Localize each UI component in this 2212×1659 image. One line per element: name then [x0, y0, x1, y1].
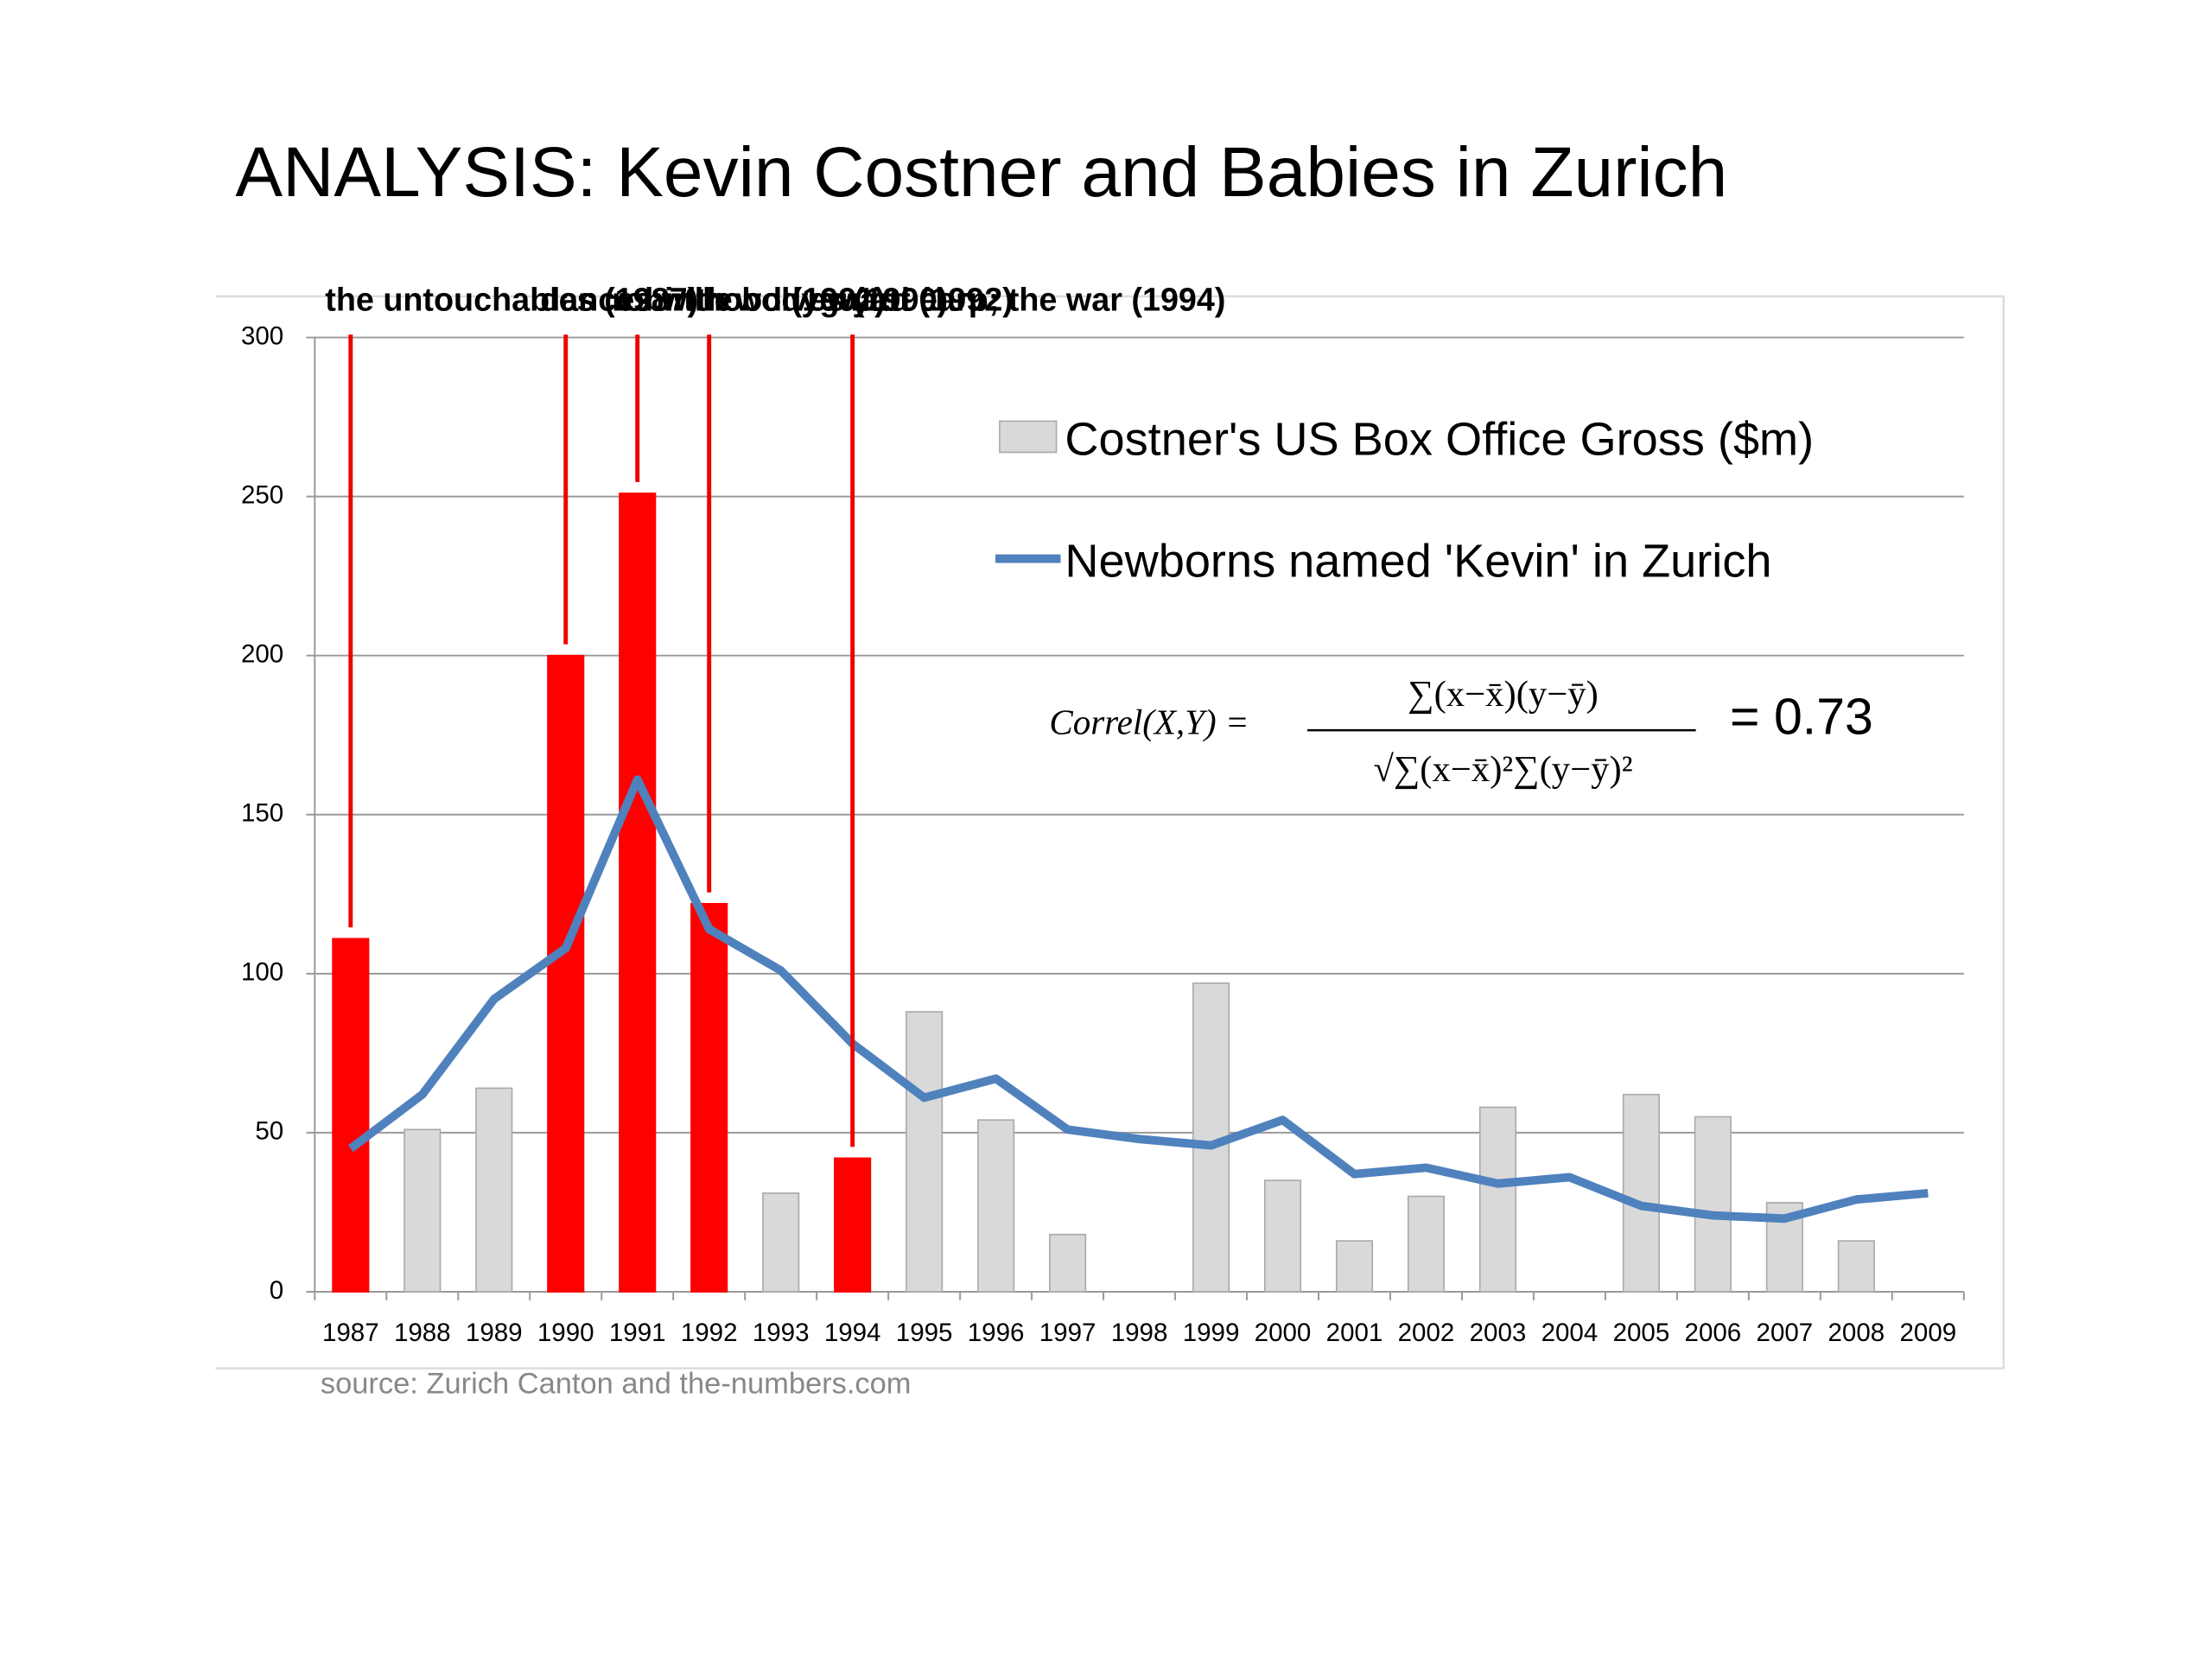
x-tick-label: 2009 — [1899, 1319, 1956, 1347]
bar — [1837, 1240, 1875, 1293]
bar — [977, 1119, 1015, 1293]
bar — [332, 938, 370, 1293]
correlation-result: = 0.73 — [1730, 688, 1873, 745]
x-tick-label: 2006 — [1685, 1319, 1742, 1347]
bar — [1478, 1106, 1517, 1293]
bar — [475, 1087, 513, 1293]
x-tick-label: 2005 — [1613, 1319, 1670, 1347]
x-tick-label: 1987 — [322, 1319, 379, 1347]
x-tick-label: 1996 — [968, 1319, 1025, 1347]
bar — [1335, 1240, 1374, 1293]
x-tick-label: 2007 — [1757, 1319, 1814, 1347]
source-note: source: Zurich Canton and the-numbers.co… — [321, 1367, 912, 1400]
legend-swatch — [999, 420, 1058, 454]
x-tick-label: 1994 — [824, 1319, 881, 1347]
bar — [762, 1192, 800, 1293]
x-tick-label: 1995 — [896, 1319, 953, 1347]
x-tick-label: 1991 — [609, 1319, 666, 1347]
x-tick-label: 1997 — [1039, 1319, 1096, 1347]
annotation-label: wyatt earp; the war (1994) — [826, 282, 1225, 318]
y-tick-label: 0 — [270, 1276, 283, 1305]
x-tick-label: 1990 — [537, 1319, 594, 1347]
line — [347, 775, 1929, 1224]
x-tick-label: 2001 — [1326, 1319, 1383, 1347]
annotation-label: robin hood (1991) — [612, 282, 886, 318]
bar — [1407, 1195, 1446, 1293]
x-tick-label: 2008 — [1828, 1319, 1885, 1347]
bar — [690, 903, 728, 1293]
x-tick-label: 2000 — [1255, 1319, 1312, 1347]
bar — [834, 1157, 872, 1293]
x-tick-label: 1992 — [681, 1319, 738, 1347]
y-tick-label: 50 — [255, 1117, 283, 1146]
y-tick-label: 250 — [241, 480, 283, 509]
bar — [404, 1128, 442, 1293]
bar — [1263, 1179, 1302, 1293]
y-tick-label: 300 — [241, 321, 283, 350]
x-tick-label: 1988 — [394, 1319, 451, 1347]
annotation-label: the untouchables (1987) — [325, 282, 698, 318]
x-tick-label: 1989 — [466, 1319, 523, 1347]
formula-lhs: Correl(X,Y) = — [1049, 702, 1249, 742]
annotation-label: dances with wolves (1990) — [540, 282, 948, 318]
y-tick-label: 200 — [241, 639, 283, 668]
bar — [1622, 1093, 1660, 1293]
formula-numerator: ∑(x−x̄)(y−ȳ) — [1408, 674, 1599, 715]
x-tick-label: 1993 — [753, 1319, 810, 1347]
x-tick-label: 1998 — [1111, 1319, 1168, 1347]
bar — [1694, 1116, 1732, 1293]
bar — [547, 654, 585, 1293]
y-tick-label: 100 — [241, 958, 283, 987]
x-tick-label: 2002 — [1398, 1319, 1455, 1347]
bar — [619, 493, 657, 1293]
formula-denominator: √∑(x−x̄)²∑(y−ȳ)² — [1373, 749, 1632, 790]
annotation-label: the bodyguard (1992) — [683, 282, 1014, 318]
chart-title: ANALYSIS: Kevin Costner and Babies in Zu… — [235, 133, 1727, 212]
chart-frame — [215, 295, 2005, 1370]
y-tick-label: 150 — [241, 799, 283, 828]
bar — [906, 1011, 944, 1293]
legend-label: Newborns named 'Kevin' in Zurich — [1065, 535, 1771, 587]
x-tick-label: 1999 — [1183, 1319, 1240, 1347]
x-tick-label: 2004 — [1541, 1319, 1599, 1347]
bar — [1049, 1233, 1087, 1293]
legend-label: Costner's US Box Office Gross ($m) — [1065, 413, 1814, 465]
x-tick-label: 2003 — [1470, 1319, 1527, 1347]
